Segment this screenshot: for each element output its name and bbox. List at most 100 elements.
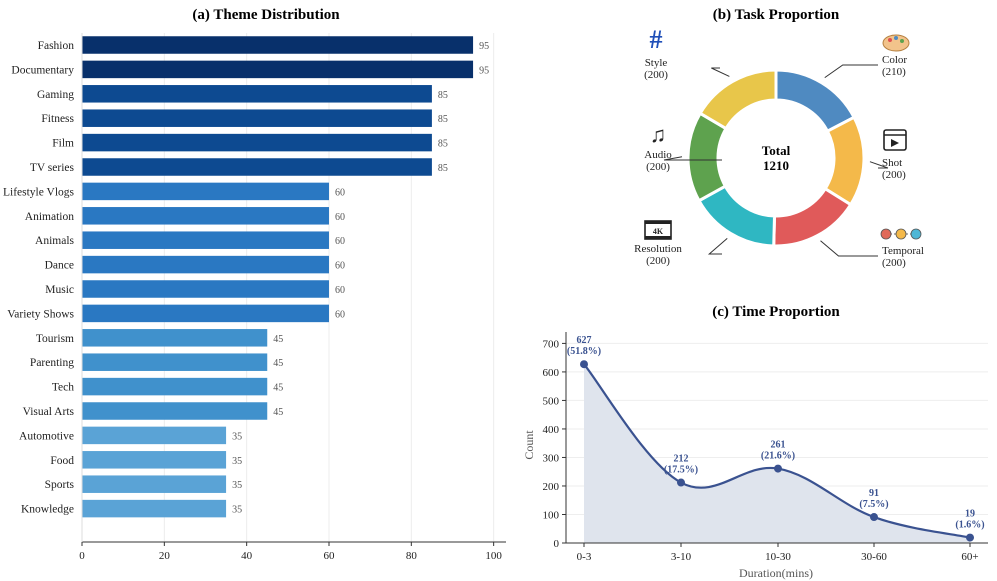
theme-bar	[82, 255, 329, 274]
theme-category-label: Visual Arts	[23, 406, 75, 418]
time-y-tick-label: 400	[543, 424, 560, 436]
theme-bar	[82, 109, 432, 127]
donut-leader-line	[711, 67, 730, 77]
theme-bar	[82, 426, 227, 445]
donut-slice-label: Resolution	[634, 243, 682, 255]
donut-slice-count: (210)	[882, 66, 906, 78]
time-point-value-label: 261	[771, 440, 786, 451]
time-x-tick-label: 10-30	[765, 551, 791, 563]
time-x-tick-label: 3-10	[671, 551, 692, 563]
theme-x-axis: 0 20 40 60 80 100	[79, 33, 506, 562]
theme-value-label: 60	[335, 285, 345, 296]
time-point-value-label: 91	[869, 488, 879, 499]
theme-value-label: 45	[273, 334, 283, 345]
donut-slice-style	[698, 68, 778, 131]
donut-slice-label: Style	[645, 57, 668, 69]
time-point-value-label: 19	[965, 509, 975, 520]
theme-category-label: Food	[50, 455, 74, 467]
theme-category-label: Knowledge	[21, 504, 74, 516]
donut-slice-count: (200)	[644, 69, 668, 81]
donut-slice-count: (200)	[882, 257, 906, 269]
theme-x-tick-label: 20	[159, 550, 171, 562]
theme-bar	[82, 280, 329, 298]
time-data-point	[870, 513, 878, 522]
theme-value-label: 95	[479, 41, 489, 52]
task-donut-slices	[686, 68, 866, 248]
theme-bar	[82, 36, 474, 54]
time-y-axis-label: Count	[522, 430, 536, 460]
theme-category-label: Gaming	[37, 89, 74, 101]
theme-bar	[82, 402, 268, 420]
time-x-tick-label: 0-3	[577, 551, 592, 563]
time-data-point	[966, 533, 974, 542]
theme-x-tick-label: 0	[79, 550, 85, 562]
theme-value-label: 45	[273, 358, 283, 369]
theme-category-label: TV series	[30, 162, 75, 174]
time-area-fill	[584, 364, 970, 543]
donut-leader-line	[824, 64, 878, 79]
theme-bar	[82, 182, 329, 201]
donut-leader-line	[820, 240, 878, 257]
theme-value-labels: 95 95 85 85 85 85 60 60 60 60 60 60 45 45 45 45 35 35 35 35	[232, 41, 489, 516]
theme-category-label: Tech	[52, 382, 74, 394]
theme-value-label: 95	[479, 65, 489, 76]
time-point-percent-label: (7.5%)	[859, 499, 888, 510]
time-y-tick-label: 100	[543, 509, 560, 521]
time-proportion-chart: (c) Time Proportion 0 100 200 300 400 500 600 7…	[522, 304, 988, 580]
theme-bar	[82, 231, 329, 249]
time-point-percent-label: (21.6%)	[761, 451, 795, 462]
time-point-value-label: 627	[577, 335, 592, 346]
theme-chart-title: (a) Theme Distribution	[192, 7, 340, 23]
theme-x-tick-label: 100	[485, 550, 502, 562]
theme-bar	[82, 475, 227, 493]
theme-category-label: Parenting	[30, 357, 74, 369]
theme-category-label: Dance	[45, 260, 74, 272]
theme-value-label: 35	[232, 480, 242, 491]
donut-leader-line	[663, 156, 722, 161]
theme-value-label: 35	[232, 505, 242, 516]
theme-category-label: Music	[45, 284, 74, 296]
time-point-percent-label: (51.8%)	[567, 346, 601, 357]
theme-bar	[82, 499, 227, 518]
theme-bar	[82, 207, 329, 225]
theme-category-label: Fitness	[41, 113, 74, 125]
timeline-dots-icon	[880, 228, 922, 240]
4k-film-icon: 4K	[644, 220, 672, 240]
theme-bar	[82, 133, 432, 152]
donut-slice-label: Audio	[644, 149, 672, 161]
theme-bar	[82, 353, 268, 371]
time-point-percent-label: (1.6%)	[955, 520, 984, 531]
time-data-point	[677, 478, 685, 487]
theme-x-tick-label: 40	[241, 550, 253, 562]
donut-slice-label: Shot	[882, 157, 902, 169]
theme-category-label: Sports	[45, 479, 75, 491]
time-data-point	[774, 464, 782, 473]
theme-category-labels: Fashion Documentary Gaming Fitness Film TV se…	[3, 40, 75, 516]
task-chart-title: (b) Task Proportion	[713, 7, 840, 23]
donut-slice-count: (200)	[882, 169, 906, 181]
svg-text:4K: 4K	[653, 227, 664, 236]
time-y-tick-label: 300	[543, 452, 560, 464]
music-notes-icon: ♫	[650, 122, 667, 147]
theme-category-label: Variety Shows	[7, 308, 74, 320]
theme-distribution-chart: (a) Theme Distribution Fashion Documentar…	[3, 7, 506, 562]
theme-bar	[82, 329, 268, 347]
theme-category-label: Film	[52, 138, 74, 150]
theme-bar	[82, 158, 432, 176]
time-y-tick-label: 200	[543, 481, 560, 493]
theme-category-label: Animation	[25, 211, 74, 223]
theme-value-label: 60	[335, 212, 345, 223]
donut-slice-count: (200)	[646, 161, 670, 173]
time-x-tick-label: 30-60	[861, 551, 887, 563]
donut-center-label: Total	[762, 143, 791, 158]
donut-leader-line	[869, 161, 889, 169]
theme-value-label: 85	[438, 139, 448, 150]
hashtag-icon: #	[650, 25, 663, 54]
theme-category-label: Fashion	[38, 40, 75, 52]
theme-category-label: Lifestyle Vlogs	[3, 186, 75, 198]
theme-bars	[82, 36, 474, 518]
time-x-tick-label: 60+	[961, 551, 978, 563]
donut-leader-line	[707, 237, 728, 255]
video-play-icon	[883, 129, 907, 151]
